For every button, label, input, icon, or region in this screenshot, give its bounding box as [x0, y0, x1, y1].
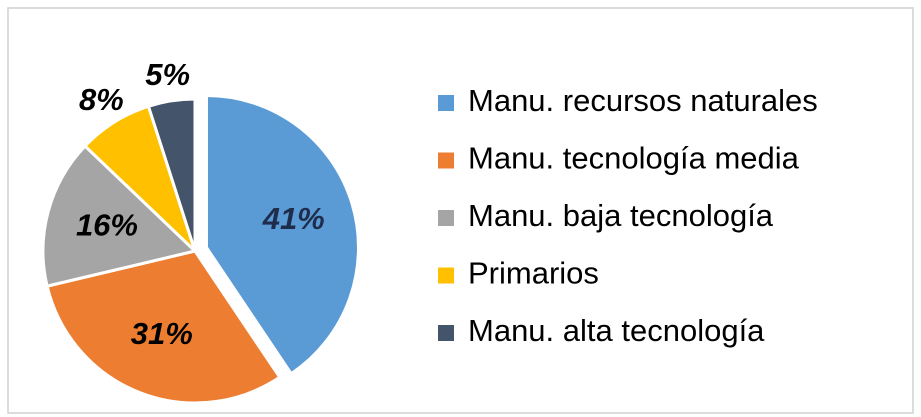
- legend-swatch: [438, 152, 454, 169]
- data-label: 16%: [76, 207, 138, 242]
- pie-slice: [41, 143, 199, 288]
- legend-swatch: [438, 325, 454, 341]
- legend-label: Primarios: [468, 256, 599, 291]
- legend-swatch: [438, 267, 454, 284]
- data-label: 5%: [145, 57, 190, 92]
- data-label: 31%: [131, 316, 193, 351]
- legend-swatch: [438, 95, 454, 111]
- legend-label: Manu. alta tecnología: [468, 313, 765, 348]
- data-label: 8%: [79, 82, 124, 117]
- pie-slice: [146, 97, 197, 252]
- pie-slice: [204, 94, 360, 376]
- legend-label: Manu. baja tecnología: [468, 198, 774, 233]
- legend-label: Manu. tecnología media: [468, 141, 800, 176]
- legend-label: Manu. recursos naturales: [468, 83, 818, 118]
- data-label: 41%: [262, 201, 325, 236]
- legend-swatch: [438, 210, 454, 226]
- pie-slice: [45, 249, 282, 405]
